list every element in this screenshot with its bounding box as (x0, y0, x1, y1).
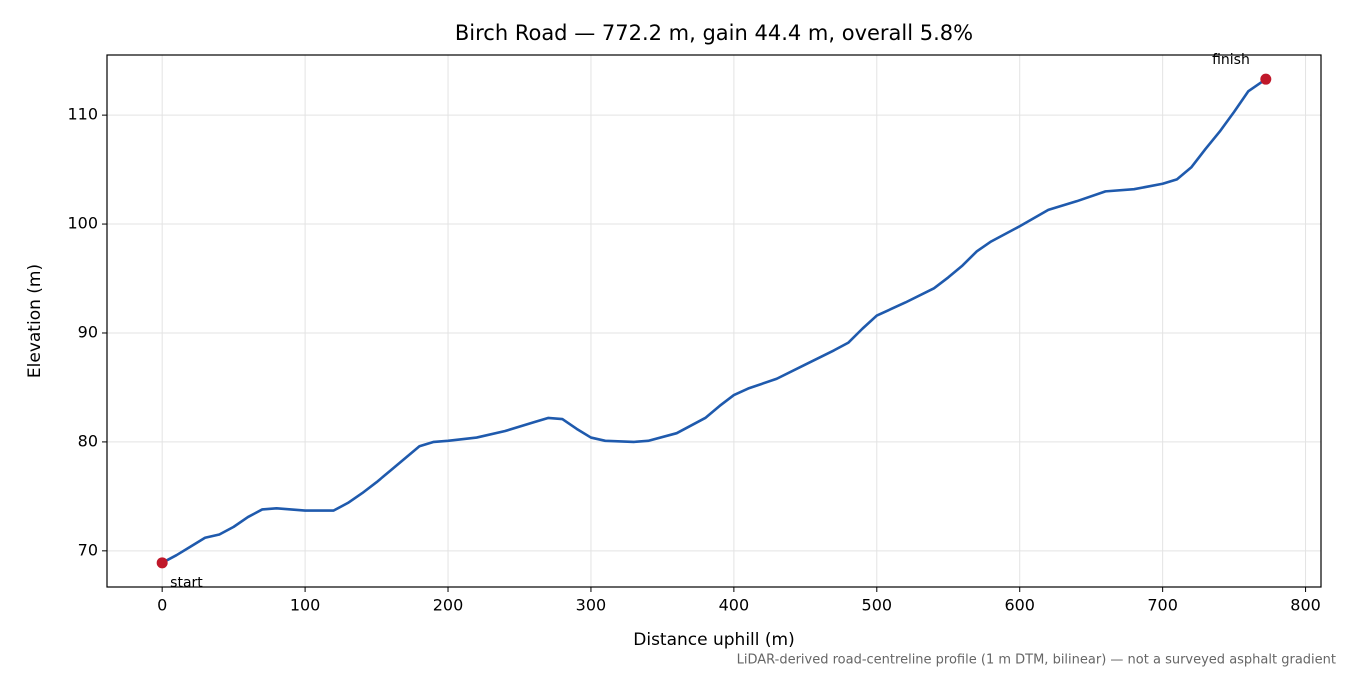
endpoint-marker (1260, 73, 1272, 85)
elevation-line (161, 78, 1267, 564)
x-tick-label: 300 (576, 596, 607, 615)
y-axis-label: Elevation (m) (25, 264, 45, 378)
x-tick-label: 500 (862, 596, 893, 615)
endpoint-label: start (170, 575, 203, 591)
y-tick-label: 100 (67, 214, 98, 233)
x-tick-label: 800 (1290, 596, 1321, 615)
x-tick-label: 0 (157, 596, 167, 615)
chart-title: Birch Road — 772.2 m, gain 44.4 m, overa… (455, 21, 973, 45)
y-tick-label: 80 (78, 431, 98, 450)
x-tick-label: 200 (433, 596, 464, 615)
x-tick-label: 700 (1147, 596, 1178, 615)
y-tick-label: 110 (67, 105, 98, 124)
x-tick-label: 100 (290, 596, 321, 615)
plot-frame (106, 54, 1322, 588)
y-tick-label: 90 (78, 322, 98, 341)
footnote: LiDAR-derived road-centreline profile (1… (737, 653, 1336, 668)
endpoint-marker (156, 557, 168, 569)
endpoint-label: finish (1212, 52, 1250, 68)
y-tick-label: 70 (78, 540, 98, 559)
x-tick-label: 400 (719, 596, 750, 615)
x-tick-label: 600 (1004, 596, 1035, 615)
x-axis-label: Distance uphill (m) (633, 630, 794, 650)
